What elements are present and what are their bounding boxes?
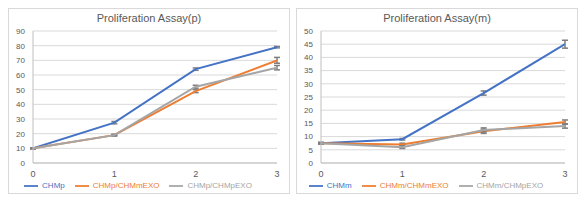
svg-text:1: 1 bbox=[400, 169, 405, 179]
svg-text:0: 0 bbox=[318, 169, 323, 179]
svg-text:0: 0 bbox=[30, 169, 35, 179]
svg-text:35: 35 bbox=[304, 66, 313, 75]
html-text:CHMm/CHMpEXO: CHMm/CHMpEXO bbox=[476, 181, 544, 191]
svg-text:50: 50 bbox=[16, 86, 25, 95]
html-text:Proliferation Assay(m): Proliferation Assay(m) bbox=[383, 12, 491, 24]
svg-text:3: 3 bbox=[562, 169, 567, 179]
svg-text:10: 10 bbox=[16, 144, 25, 153]
svg-text:40: 40 bbox=[304, 53, 313, 62]
html-text:CHMp/CHMmEXO: CHMp/CHMmEXO bbox=[92, 181, 160, 191]
svg-text:15: 15 bbox=[304, 119, 313, 128]
svg-text:10: 10 bbox=[304, 132, 313, 141]
svg-text:2: 2 bbox=[193, 169, 198, 179]
svg-text:20: 20 bbox=[16, 130, 25, 139]
svg-text:0: 0 bbox=[21, 159, 26, 168]
svg-text:2: 2 bbox=[481, 169, 486, 179]
svg-text:80: 80 bbox=[16, 42, 25, 51]
svg-text:30: 30 bbox=[16, 115, 25, 124]
html-text:Proliferation Assay(p): Proliferation Assay(p) bbox=[96, 12, 202, 24]
svg-text:30: 30 bbox=[304, 80, 313, 89]
svg-text:25: 25 bbox=[304, 93, 313, 102]
html-text:CHMp/CHMpEXO: CHMp/CHMpEXO bbox=[187, 181, 252, 191]
svg-text:3: 3 bbox=[274, 169, 279, 179]
svg-text:0: 0 bbox=[309, 159, 314, 168]
html-text:CHMm: CHMm bbox=[326, 181, 352, 191]
svg-text:50: 50 bbox=[304, 27, 313, 36]
html-text:CHMm/CHMmEXO: CHMm/CHMmEXO bbox=[379, 181, 449, 191]
svg-text:60: 60 bbox=[16, 71, 25, 80]
svg-text:70: 70 bbox=[16, 56, 25, 65]
svg-text:20: 20 bbox=[304, 106, 313, 115]
svg-text:40: 40 bbox=[16, 100, 25, 109]
svg-text:90: 90 bbox=[16, 27, 25, 36]
svg-text:1: 1 bbox=[112, 169, 117, 179]
svg-text:5: 5 bbox=[309, 146, 314, 155]
svg-text:45: 45 bbox=[304, 40, 313, 49]
html-text:CHMp: CHMp bbox=[42, 181, 65, 191]
